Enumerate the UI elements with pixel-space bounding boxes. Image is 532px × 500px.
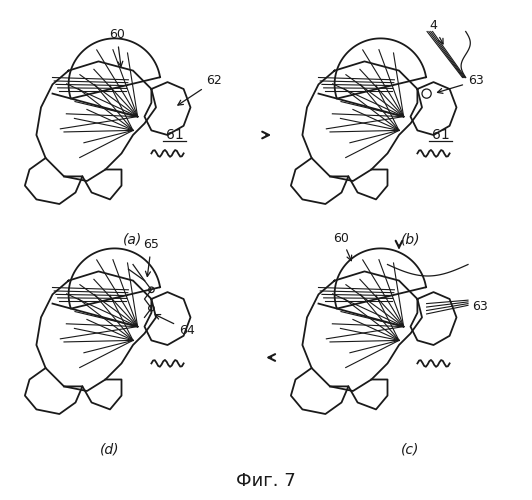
Text: 4: 4 [429, 19, 443, 44]
Text: Фиг. 7: Фиг. 7 [236, 472, 296, 490]
Text: 61: 61 [165, 128, 184, 142]
Text: (d): (d) [100, 442, 120, 456]
Text: 65: 65 [144, 238, 160, 277]
Text: 63: 63 [472, 300, 488, 314]
Text: 61: 61 [431, 128, 450, 142]
Text: (c): (c) [401, 442, 420, 456]
Text: (b): (b) [401, 232, 420, 246]
Text: (a): (a) [123, 232, 143, 246]
Text: 64: 64 [155, 314, 195, 336]
Text: 62: 62 [178, 74, 222, 105]
Text: 63: 63 [437, 74, 484, 94]
Text: 60: 60 [109, 28, 125, 66]
Text: 60: 60 [334, 232, 352, 260]
